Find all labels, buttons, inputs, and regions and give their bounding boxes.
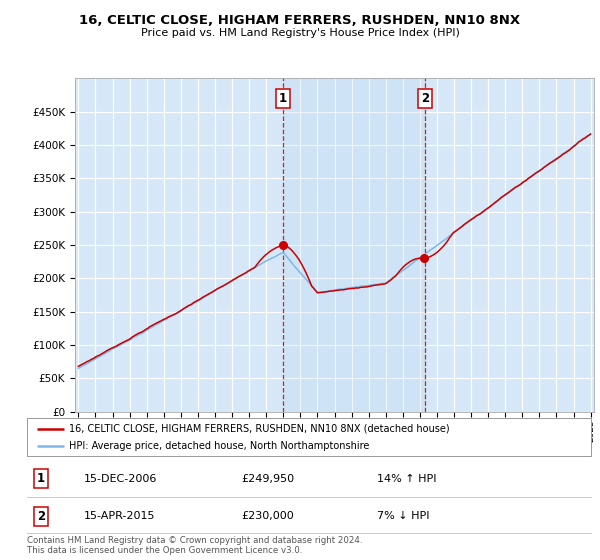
Text: HPI: Average price, detached house, North Northamptonshire: HPI: Average price, detached house, Nort… xyxy=(70,441,370,451)
Text: 14% ↑ HPI: 14% ↑ HPI xyxy=(377,474,436,483)
Text: 7% ↓ HPI: 7% ↓ HPI xyxy=(377,511,429,521)
Bar xyxy=(283,78,425,412)
Text: £230,000: £230,000 xyxy=(241,511,294,521)
Text: 2: 2 xyxy=(37,510,45,523)
Text: 15-DEC-2006: 15-DEC-2006 xyxy=(83,474,157,483)
Text: 1: 1 xyxy=(37,472,45,485)
Text: 16, CELTIC CLOSE, HIGHAM FERRERS, RUSHDEN, NN10 8NX (detached house): 16, CELTIC CLOSE, HIGHAM FERRERS, RUSHDE… xyxy=(70,423,450,433)
Text: Contains HM Land Registry data © Crown copyright and database right 2024.
This d: Contains HM Land Registry data © Crown c… xyxy=(27,536,362,556)
Text: 2: 2 xyxy=(421,92,429,105)
Text: 1: 1 xyxy=(278,92,287,105)
Text: Price paid vs. HM Land Registry's House Price Index (HPI): Price paid vs. HM Land Registry's House … xyxy=(140,28,460,38)
Text: 15-APR-2015: 15-APR-2015 xyxy=(83,511,155,521)
Text: £249,950: £249,950 xyxy=(241,474,295,483)
Text: 16, CELTIC CLOSE, HIGHAM FERRERS, RUSHDEN, NN10 8NX: 16, CELTIC CLOSE, HIGHAM FERRERS, RUSHDE… xyxy=(79,14,521,27)
